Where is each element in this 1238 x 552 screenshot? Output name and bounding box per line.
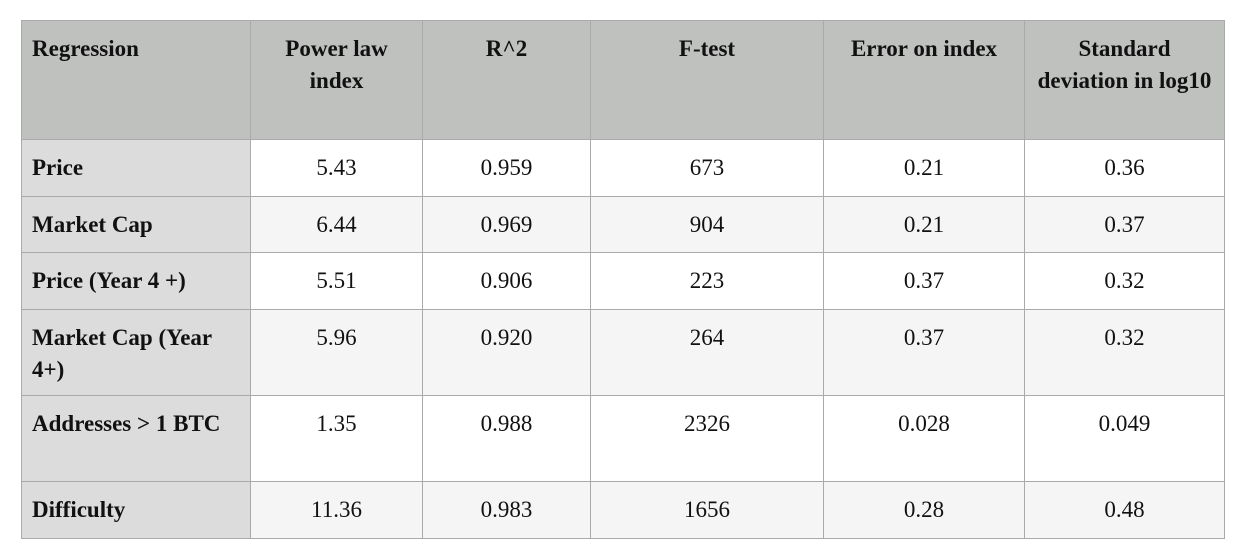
- table-cell: 0.028: [823, 395, 1025, 482]
- table-row: Difficulty 11.36 0.983 1656 0.28 0.48: [21, 481, 1225, 539]
- header-cell: Regression: [21, 20, 251, 140]
- row-label: Difficulty: [21, 481, 251, 539]
- table-cell: 1656: [590, 481, 824, 539]
- header-cell: Standard deviation in log10: [1024, 20, 1225, 140]
- table-cell: 5.43: [250, 139, 423, 197]
- regression-table: Regression Power law index R^2 F-test Error …: [21, 20, 1225, 539]
- table-cell: 5.51: [250, 252, 423, 310]
- table-cell: 223: [590, 252, 824, 310]
- row-label: Price (Year 4 +): [21, 252, 251, 310]
- row-label: Addresses > 1 BTC: [21, 395, 251, 482]
- table-cell: 0.983: [422, 481, 591, 539]
- table-cell: 0.969: [422, 196, 591, 253]
- table-cell: 0.988: [422, 395, 591, 482]
- table-cell: 0.37: [823, 252, 1025, 310]
- table-cell: 673: [590, 139, 824, 197]
- table-cell: 0.21: [823, 196, 1025, 253]
- table-cell: 11.36: [250, 481, 423, 539]
- table-cell: 0.21: [823, 139, 1025, 197]
- row-label: Price: [21, 139, 251, 197]
- row-label: Market Cap (Year 4+): [21, 309, 251, 396]
- table-cell: 0.32: [1024, 309, 1225, 396]
- table-cell: 0.48: [1024, 481, 1225, 539]
- header-cell: R^2: [422, 20, 591, 140]
- table-cell: 0.36: [1024, 139, 1225, 197]
- table-cell: 5.96: [250, 309, 423, 396]
- table-body: Price 5.43 0.959 673 0.21 0.36 Market Cap 6.44 0…: [21, 139, 1225, 539]
- table-cell: 264: [590, 309, 824, 396]
- table-cell: 0.049: [1024, 395, 1225, 482]
- row-label: Market Cap: [21, 196, 251, 253]
- table-row: Price (Year 4 +) 5.51 0.906 223 0.37 0.32: [21, 252, 1225, 310]
- table-row: Price 5.43 0.959 673 0.21 0.36: [21, 139, 1225, 197]
- table-cell: 0.906: [422, 252, 591, 310]
- table-cell: 2326: [590, 395, 824, 482]
- table-cell: 0.920: [422, 309, 591, 396]
- table-cell: 0.959: [422, 139, 591, 197]
- header-cell: F-test: [590, 20, 824, 140]
- table-cell: 6.44: [250, 196, 423, 253]
- header-row: Regression Power law index R^2 F-test Error …: [21, 20, 1225, 140]
- table-cell: 1.35: [250, 395, 423, 482]
- table-row: Market Cap 6.44 0.969 904 0.21 0.37: [21, 196, 1225, 253]
- table-row: Market Cap (Year 4+) 5.96 0.920 264 0.37 0.32: [21, 309, 1225, 396]
- table-cell: 0.37: [1024, 196, 1225, 253]
- header-cell: Power law index: [250, 20, 423, 140]
- table-cell: 0.32: [1024, 252, 1225, 310]
- table-row: Addresses > 1 BTC 1.35 0.988 2326 0.028 0.049: [21, 395, 1225, 482]
- table-cell: 0.28: [823, 481, 1025, 539]
- table-cell: 904: [590, 196, 824, 253]
- table-cell: 0.37: [823, 309, 1025, 396]
- table-wrapper: Regression Power law index R^2 F-test Error …: [21, 20, 1225, 539]
- header-cell: Error on index: [823, 20, 1025, 140]
